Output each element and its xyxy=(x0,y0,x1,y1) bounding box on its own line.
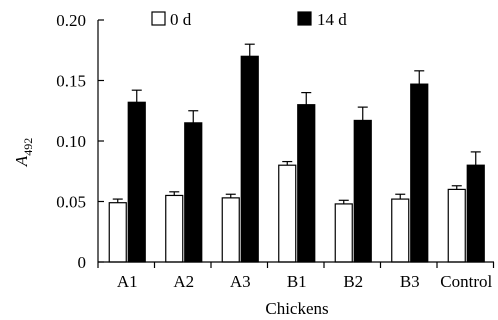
y-axis-ticks xyxy=(98,19,104,263)
y-axis-title-main: A xyxy=(12,155,31,167)
bar-b3-14d xyxy=(410,83,429,263)
bar-b1-0d xyxy=(278,164,297,263)
y-axis-tick-labels: 0 0.05 0.10 0.15 0.20 xyxy=(56,11,86,272)
error-bars xyxy=(112,43,481,204)
legend: 0 d 14 d xyxy=(151,10,347,29)
x-tick-label: A3 xyxy=(230,272,251,291)
bar-control-14d xyxy=(466,164,485,263)
x-axis-title: Chickens xyxy=(265,299,328,318)
bar-a3-14d xyxy=(240,55,259,263)
bar-control-0d xyxy=(447,188,466,263)
y-axis-title-subscript: 492 xyxy=(21,138,35,156)
bar-a3-0d xyxy=(221,197,240,263)
legend-label-0d: 0 d xyxy=(170,10,192,29)
y-tick-label: 0.20 xyxy=(56,11,86,30)
bar-a1-0d xyxy=(108,202,127,263)
bar-b2-14d xyxy=(353,119,372,263)
x-tick-label: A1 xyxy=(117,272,138,291)
y-tick-label: 0.15 xyxy=(56,72,86,91)
bar-b2-0d xyxy=(334,203,353,263)
x-tick-label: Control xyxy=(440,272,492,291)
bar-a2-0d xyxy=(165,194,184,263)
y-tick-label: 0 xyxy=(78,253,87,272)
legend-label-14d: 14 d xyxy=(317,10,347,29)
x-tick-label: A2 xyxy=(173,272,194,291)
bars xyxy=(108,55,485,263)
bar-a1-14d xyxy=(127,101,146,263)
y-tick-label: 0.10 xyxy=(56,132,86,151)
x-axis-tick-labels: A1 A2 A3 B1 B2 B3 Control xyxy=(117,272,493,291)
bar-b3-0d xyxy=(391,198,410,263)
x-tick-label: B1 xyxy=(287,272,307,291)
x-tick-label: B2 xyxy=(343,272,363,291)
bar-a2-14d xyxy=(184,122,203,263)
bar-b1-14d xyxy=(297,104,316,263)
legend-swatch-14d xyxy=(297,11,312,26)
x-tick-label: B3 xyxy=(400,272,420,291)
legend-swatch-0d xyxy=(151,11,166,26)
y-tick-label: 0.05 xyxy=(56,193,86,212)
y-axis-title: A492 xyxy=(12,138,35,167)
x-axis-ticks xyxy=(97,262,495,268)
